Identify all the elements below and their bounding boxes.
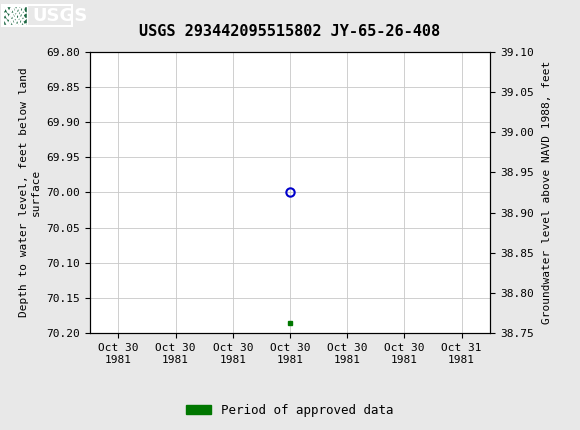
Text: USGS 293442095515802 JY-65-26-408: USGS 293442095515802 JY-65-26-408 [139,24,441,39]
Y-axis label: Groundwater level above NAVD 1988, feet: Groundwater level above NAVD 1988, feet [542,61,552,324]
FancyBboxPatch shape [3,6,27,25]
Bar [2,5,72,26]
Text: USGS: USGS [32,7,88,25]
Y-axis label: Depth to water level, feet below land
surface: Depth to water level, feet below land su… [19,68,41,317]
Legend: Period of approved data: Period of approved data [181,399,399,421]
